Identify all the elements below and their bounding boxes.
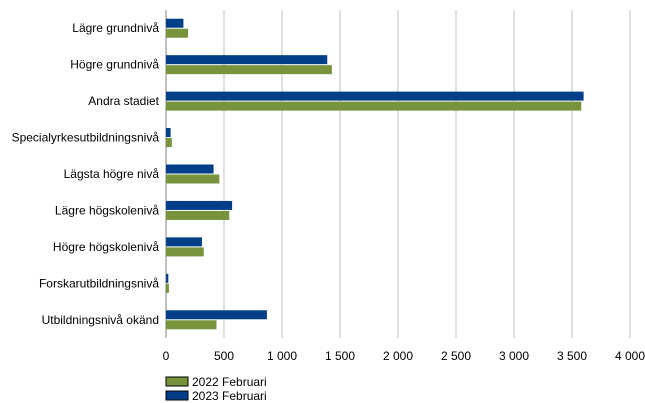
bar-2023-4 <box>166 164 214 174</box>
category-label: Högre högskolenivå <box>53 240 159 254</box>
category-label: Lägre högskolenivå <box>55 203 159 217</box>
gridlines <box>165 10 631 338</box>
bar-2022-1 <box>166 65 332 75</box>
bar-2022-0 <box>166 28 189 38</box>
x-tick-labels: 0 500 1 000 1 500 2 000 2 500 3 000 3 500 4 000 <box>163 349 645 363</box>
bar-2023-3 <box>166 128 171 138</box>
x-tick-label: 2 000 <box>383 349 413 363</box>
legend-swatch <box>165 376 189 387</box>
bar-2023-8 <box>166 310 267 320</box>
bar-2022-8 <box>166 320 217 330</box>
bar-2023-1 <box>166 55 328 65</box>
category-label: Lägsta högre nivå <box>64 167 160 181</box>
category-label: Lägre grundnivå <box>72 21 159 35</box>
bar-2023-5 <box>166 200 233 210</box>
legend-label: 2023 Februari <box>192 389 267 403</box>
x-tick-label: 3 000 <box>499 349 529 363</box>
category-labels: Lägre grundnivå Högre grundnivå Andra stad… <box>12 21 160 327</box>
x-tick-label: 1 500 <box>325 349 355 363</box>
bars <box>166 18 584 330</box>
bar-2022-3 <box>166 138 172 148</box>
bar-2023-6 <box>166 237 202 247</box>
category-label: Utbildningsnivå okänd <box>42 313 159 327</box>
bar-2022-6 <box>166 247 204 257</box>
x-tick-label: 3 500 <box>557 349 587 363</box>
bar-2022-7 <box>166 283 169 293</box>
x-tick-label: 0 <box>163 349 170 363</box>
bar-2022-2 <box>166 101 582 111</box>
legend-label: 2022 Februari <box>192 375 267 389</box>
x-tick-label: 2 500 <box>441 349 471 363</box>
bar-2022-5 <box>166 210 230 220</box>
category-label: Andra stadiet <box>88 94 159 108</box>
bar-2023-2 <box>166 91 584 101</box>
x-tick-label: 1 000 <box>267 349 297 363</box>
bar-2023-7 <box>166 273 169 283</box>
category-label: Forskarutbildningsnivå <box>39 276 159 290</box>
bar-2022-4 <box>166 174 220 184</box>
category-label: Specialyrkesutbildningsnivå <box>12 131 160 145</box>
legend-swatch <box>165 390 189 401</box>
category-label: Högre grundnivå <box>70 58 159 72</box>
x-tick-label: 500 <box>214 349 234 363</box>
bar-2023-0 <box>166 18 184 28</box>
x-tick-label: 4 000 <box>615 349 645 363</box>
